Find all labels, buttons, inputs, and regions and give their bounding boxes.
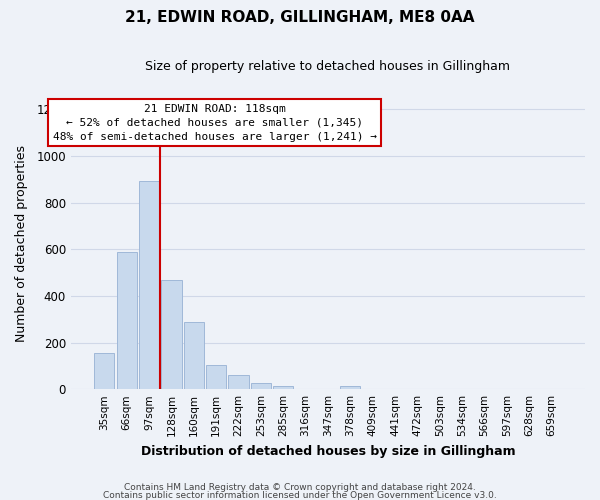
Bar: [340, 386, 361, 389]
Text: 21, EDWIN ROAD, GILLINGHAM, ME8 0AA: 21, EDWIN ROAD, GILLINGHAM, ME8 0AA: [125, 10, 475, 25]
Text: 21 EDWIN ROAD: 118sqm
← 52% of detached houses are smaller (1,345)
48% of semi-d: 21 EDWIN ROAD: 118sqm ← 52% of detached …: [53, 104, 377, 142]
Bar: [206, 364, 226, 389]
Bar: [184, 322, 204, 389]
Y-axis label: Number of detached properties: Number of detached properties: [15, 145, 28, 342]
Text: Contains public sector information licensed under the Open Government Licence v3: Contains public sector information licen…: [103, 490, 497, 500]
Text: Contains HM Land Registry data © Crown copyright and database right 2024.: Contains HM Land Registry data © Crown c…: [124, 484, 476, 492]
X-axis label: Distribution of detached houses by size in Gillingham: Distribution of detached houses by size …: [140, 444, 515, 458]
Bar: [116, 252, 137, 389]
Bar: [161, 280, 182, 389]
Bar: [273, 386, 293, 389]
Title: Size of property relative to detached houses in Gillingham: Size of property relative to detached ho…: [145, 60, 511, 73]
Bar: [94, 353, 115, 389]
Bar: [251, 382, 271, 389]
Bar: [139, 180, 159, 389]
Bar: [229, 374, 248, 389]
